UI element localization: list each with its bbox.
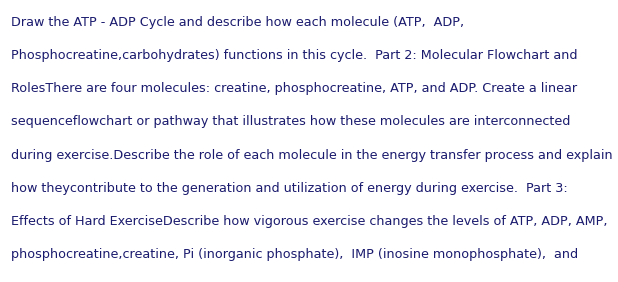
Text: phosphocreatine,creatine, Pi (inorganic phosphate),  IMP (inosine monophosphate): phosphocreatine,creatine, Pi (inorganic …	[11, 248, 578, 261]
Text: sequenceflowchart or pathway that illustrates how these molecules are interconne: sequenceflowchart or pathway that illust…	[11, 115, 570, 128]
Text: Effects of Hard ExerciseDescribe how vigorous exercise changes the levels of ATP: Effects of Hard ExerciseDescribe how vig…	[11, 215, 607, 228]
Text: Phosphocreatine,carbohydrates) functions in this cycle.  Part 2: Molecular Flowc: Phosphocreatine,carbohydrates) functions…	[11, 49, 578, 62]
Text: during exercise.Describe the role of each molecule in the energy transfer proces: during exercise.Describe the role of eac…	[11, 149, 613, 162]
Text: RolesThere are four molecules: creatine, phosphocreatine, ATP, and ADP. Create a: RolesThere are four molecules: creatine,…	[11, 82, 577, 95]
Text: Draw the ATP - ADP Cycle and describe how each molecule (ATP,  ADP,: Draw the ATP - ADP Cycle and describe ho…	[11, 16, 464, 28]
Text: how theycontribute to the generation and utilization of energy during exercise. : how theycontribute to the generation and…	[11, 182, 568, 195]
